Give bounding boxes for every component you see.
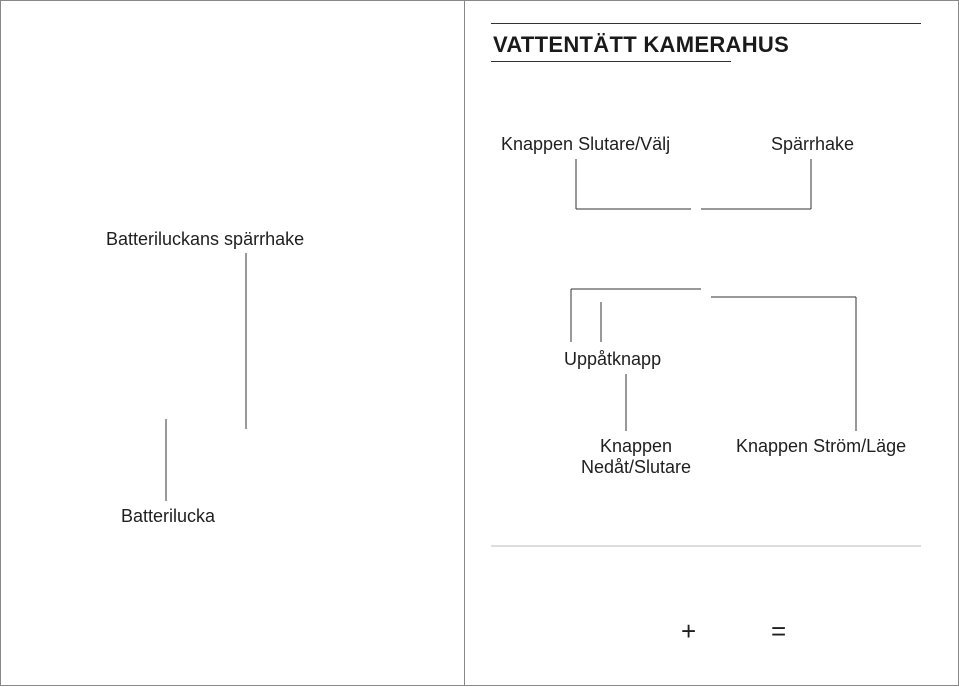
- symbol-plus: +: [681, 616, 696, 647]
- label-down-shutter: Knappen Nedåt/Slutare: [566, 436, 706, 478]
- label-latch: Spärrhake: [771, 134, 854, 155]
- callout-lines: [1, 1, 959, 687]
- label-battery-door-latch: Batteriluckans spärrhake: [106, 229, 304, 250]
- section-title: VATTENTÄTT KAMERAHUS: [491, 30, 921, 62]
- label-power-mode: Knappen Ström/Läge: [736, 436, 906, 457]
- page-spine: [464, 1, 465, 685]
- label-shutter-select: Knappen Slutare/Välj: [501, 134, 670, 155]
- title-rule-top: [491, 23, 921, 24]
- label-battery-door: Batterilucka: [121, 506, 215, 527]
- label-up-button: Uppåtknapp: [564, 349, 661, 370]
- title-rule-bottom: [491, 61, 731, 62]
- section-title-block: VATTENTÄTT KAMERAHUS: [491, 23, 921, 62]
- page-spread: VATTENTÄTT KAMERAHUS Knappen Slutare/Väl…: [0, 0, 959, 686]
- symbol-equals: =: [771, 616, 786, 647]
